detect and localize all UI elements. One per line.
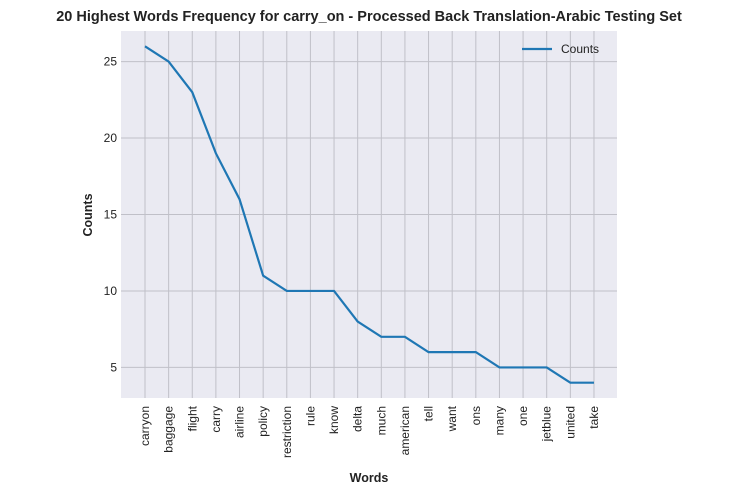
- x-tick-label: know: [327, 406, 341, 434]
- y-axis-label: Counts: [81, 193, 95, 236]
- x-axis-label: Words: [350, 471, 389, 485]
- legend: Counts: [522, 42, 599, 56]
- series-line-counts: [144, 45, 594, 384]
- x-tick-label: united: [563, 406, 577, 439]
- y-ticks: 5 10 15 20 25: [104, 55, 118, 375]
- x-tick-label: many: [492, 406, 506, 435]
- x-tick-label: carryon: [138, 406, 152, 446]
- x-tick-label: tell: [422, 406, 436, 421]
- x-tick-label: ons: [469, 406, 483, 425]
- chart-title: 20 Highest Words Frequency for carry_on …: [56, 9, 682, 25]
- y-tick-label: 5: [110, 360, 117, 374]
- x-tick-label: baggage: [162, 406, 176, 453]
- y-tick-label: 25: [104, 55, 118, 69]
- x-tick-label: american: [398, 406, 412, 455]
- x-tick-label: carry: [209, 406, 223, 433]
- x-tick-label: policy: [256, 406, 270, 437]
- x-tick-label: one: [516, 406, 530, 426]
- x-ticks: carryon baggage flight carry airline policy re…: [138, 405, 601, 458]
- x-tick-label: take: [587, 406, 601, 429]
- y-tick-label: 20: [104, 131, 118, 145]
- y-tick-label: 10: [104, 284, 118, 298]
- legend-label-counts: Counts: [561, 42, 599, 56]
- x-tick-label: airline: [233, 406, 247, 438]
- x-tick-label: restriction: [280, 406, 294, 458]
- x-tick-label: flight: [185, 405, 199, 431]
- x-tick-label: much: [374, 406, 388, 435]
- x-tick-label: delta: [351, 406, 365, 432]
- x-tick-label: rule: [303, 406, 317, 426]
- x-tick-label: want: [445, 405, 459, 432]
- x-tick-label: jetblue: [540, 406, 554, 443]
- y-tick-label: 15: [104, 208, 118, 222]
- grid: [121, 31, 617, 398]
